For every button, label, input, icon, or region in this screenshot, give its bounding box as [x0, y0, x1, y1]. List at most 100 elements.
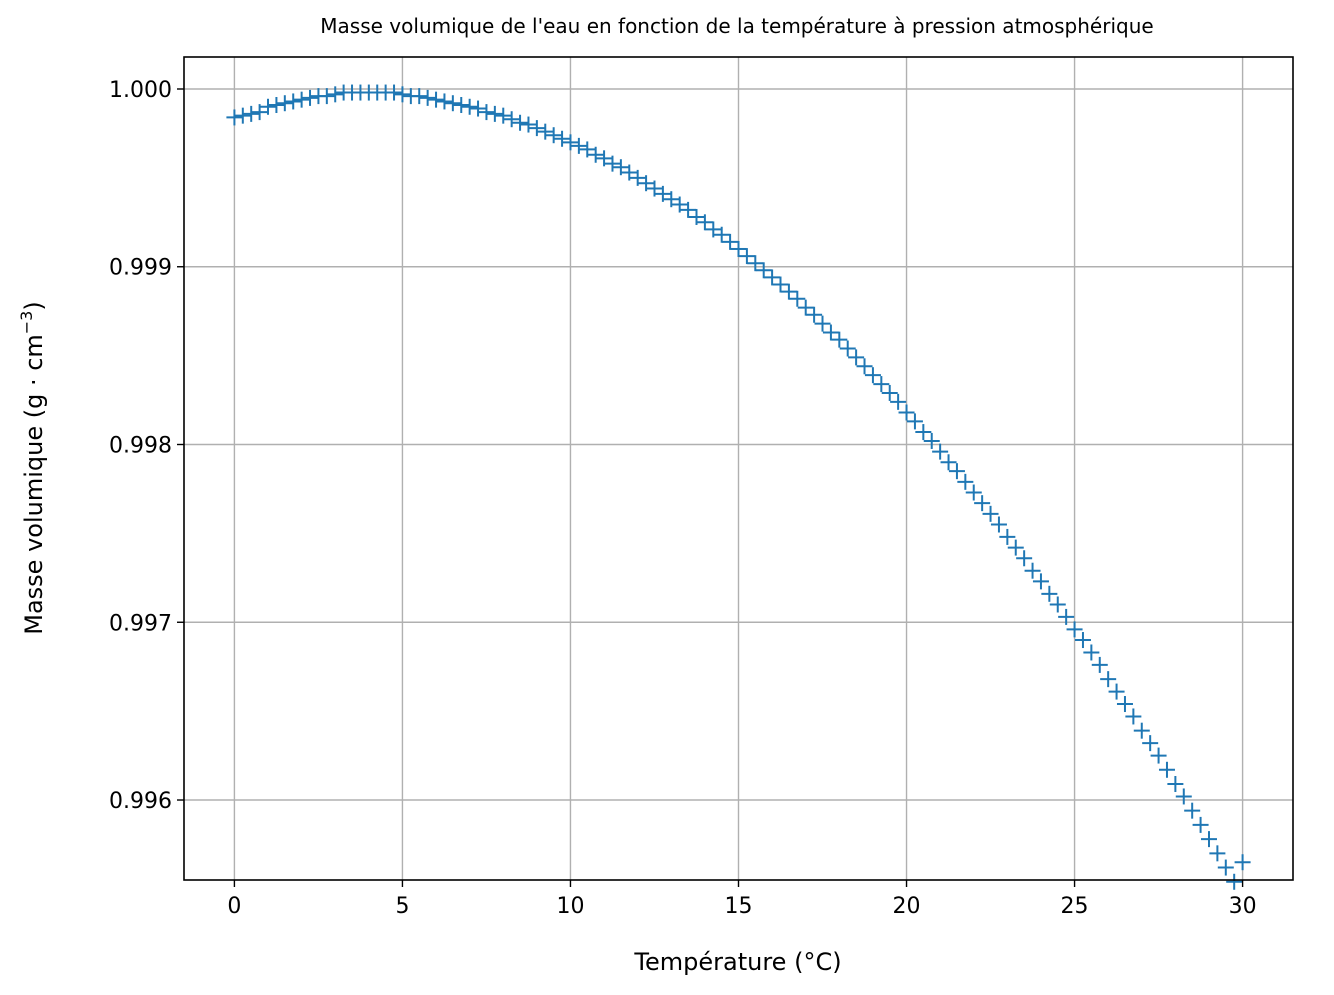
- data-point: [495, 107, 512, 124]
- data-point: [1226, 873, 1243, 890]
- data-point: [1142, 735, 1159, 752]
- data-point: [923, 432, 940, 449]
- data-point: [772, 276, 789, 293]
- data-point: [302, 89, 319, 106]
- data-point: [1074, 632, 1091, 649]
- data-point: [461, 98, 478, 115]
- data-point: [755, 262, 772, 279]
- x-axis-label: Température (°C): [633, 948, 841, 976]
- data-point: [1016, 550, 1033, 567]
- data-point: [260, 98, 277, 115]
- y-tick-label: 0.999: [109, 256, 172, 281]
- data-point: [848, 349, 865, 366]
- data-point: [898, 404, 915, 421]
- data-point: [1158, 761, 1175, 778]
- y-axis-label-exponent: −3: [17, 311, 36, 335]
- data-point: [520, 116, 537, 133]
- data-point: [386, 84, 403, 101]
- data-point: [587, 146, 604, 163]
- data-point: [470, 100, 487, 117]
- data-point: [1175, 788, 1192, 805]
- data-point: [890, 393, 907, 410]
- data-point: [1184, 802, 1201, 819]
- data-point: [948, 463, 965, 480]
- data-point: [873, 376, 890, 393]
- data-point: [1024, 562, 1041, 579]
- data-point: [822, 324, 839, 341]
- data-point: [579, 141, 596, 158]
- y-tick-label: 0.998: [109, 434, 172, 459]
- data-point: [915, 424, 932, 441]
- data-point: [1192, 816, 1209, 833]
- data-point: [663, 191, 680, 208]
- data-point: [722, 233, 739, 250]
- x-tick-label: 10: [556, 894, 584, 919]
- data-point: [974, 495, 991, 512]
- y-axis-label-close: ): [20, 301, 48, 310]
- data-point: [528, 120, 545, 137]
- data-point: [570, 137, 587, 154]
- data-point: [999, 528, 1016, 545]
- data-point: [503, 111, 520, 128]
- data-point: [318, 88, 335, 105]
- y-tick-label: 0.996: [109, 789, 172, 814]
- data-point: [1041, 585, 1058, 602]
- data-point: [293, 91, 310, 108]
- x-tick-label: 20: [893, 894, 921, 919]
- x-tick-label: 30: [1229, 894, 1257, 919]
- data-point: [671, 196, 688, 213]
- data-point: [268, 96, 285, 113]
- data-point: [654, 185, 671, 202]
- data-point: [1167, 776, 1184, 793]
- x-tick-label: 15: [725, 894, 753, 919]
- data-point: [394, 86, 411, 103]
- x-tick-label: 25: [1061, 894, 1089, 919]
- data-point: [839, 340, 856, 357]
- data-point: [1032, 573, 1049, 590]
- data-point: [411, 88, 428, 105]
- data-point: [243, 105, 260, 122]
- data-point: [747, 255, 764, 272]
- data-point: [453, 96, 470, 113]
- data-point: [688, 208, 705, 225]
- data-point: [1133, 722, 1150, 739]
- data-point: [545, 127, 562, 144]
- data-point: [764, 269, 781, 286]
- data-point: [1108, 683, 1125, 700]
- data-point: [856, 358, 873, 375]
- data-point: [940, 454, 957, 471]
- data-point: [486, 105, 503, 122]
- data-point: [621, 164, 638, 181]
- data-point: [680, 201, 697, 218]
- data-point: [806, 306, 823, 323]
- data-point: [629, 169, 646, 186]
- data-point: [1200, 831, 1217, 848]
- data-point: [1217, 859, 1234, 876]
- data-point: [881, 384, 898, 401]
- data-point: [478, 104, 495, 121]
- data-point: [251, 104, 268, 121]
- data-point: [1100, 671, 1117, 688]
- data-point: [957, 473, 974, 490]
- data-point: [730, 240, 747, 257]
- data-point: [990, 516, 1007, 533]
- data-point: [1066, 621, 1083, 638]
- y-tick-label: 1.000: [109, 78, 172, 103]
- data-point: [1234, 854, 1251, 871]
- data-point: [562, 134, 579, 151]
- data-series: [226, 84, 1251, 890]
- data-point: [814, 315, 831, 332]
- data-point: [789, 290, 806, 307]
- data-point: [713, 226, 730, 243]
- data-point: [1083, 644, 1100, 661]
- data-point: [285, 93, 302, 110]
- data-point: [797, 299, 814, 316]
- data-point: [982, 505, 999, 522]
- data-point: [327, 86, 344, 103]
- data-point: [1058, 608, 1075, 625]
- data-point: [738, 248, 755, 265]
- data-point: [554, 130, 571, 147]
